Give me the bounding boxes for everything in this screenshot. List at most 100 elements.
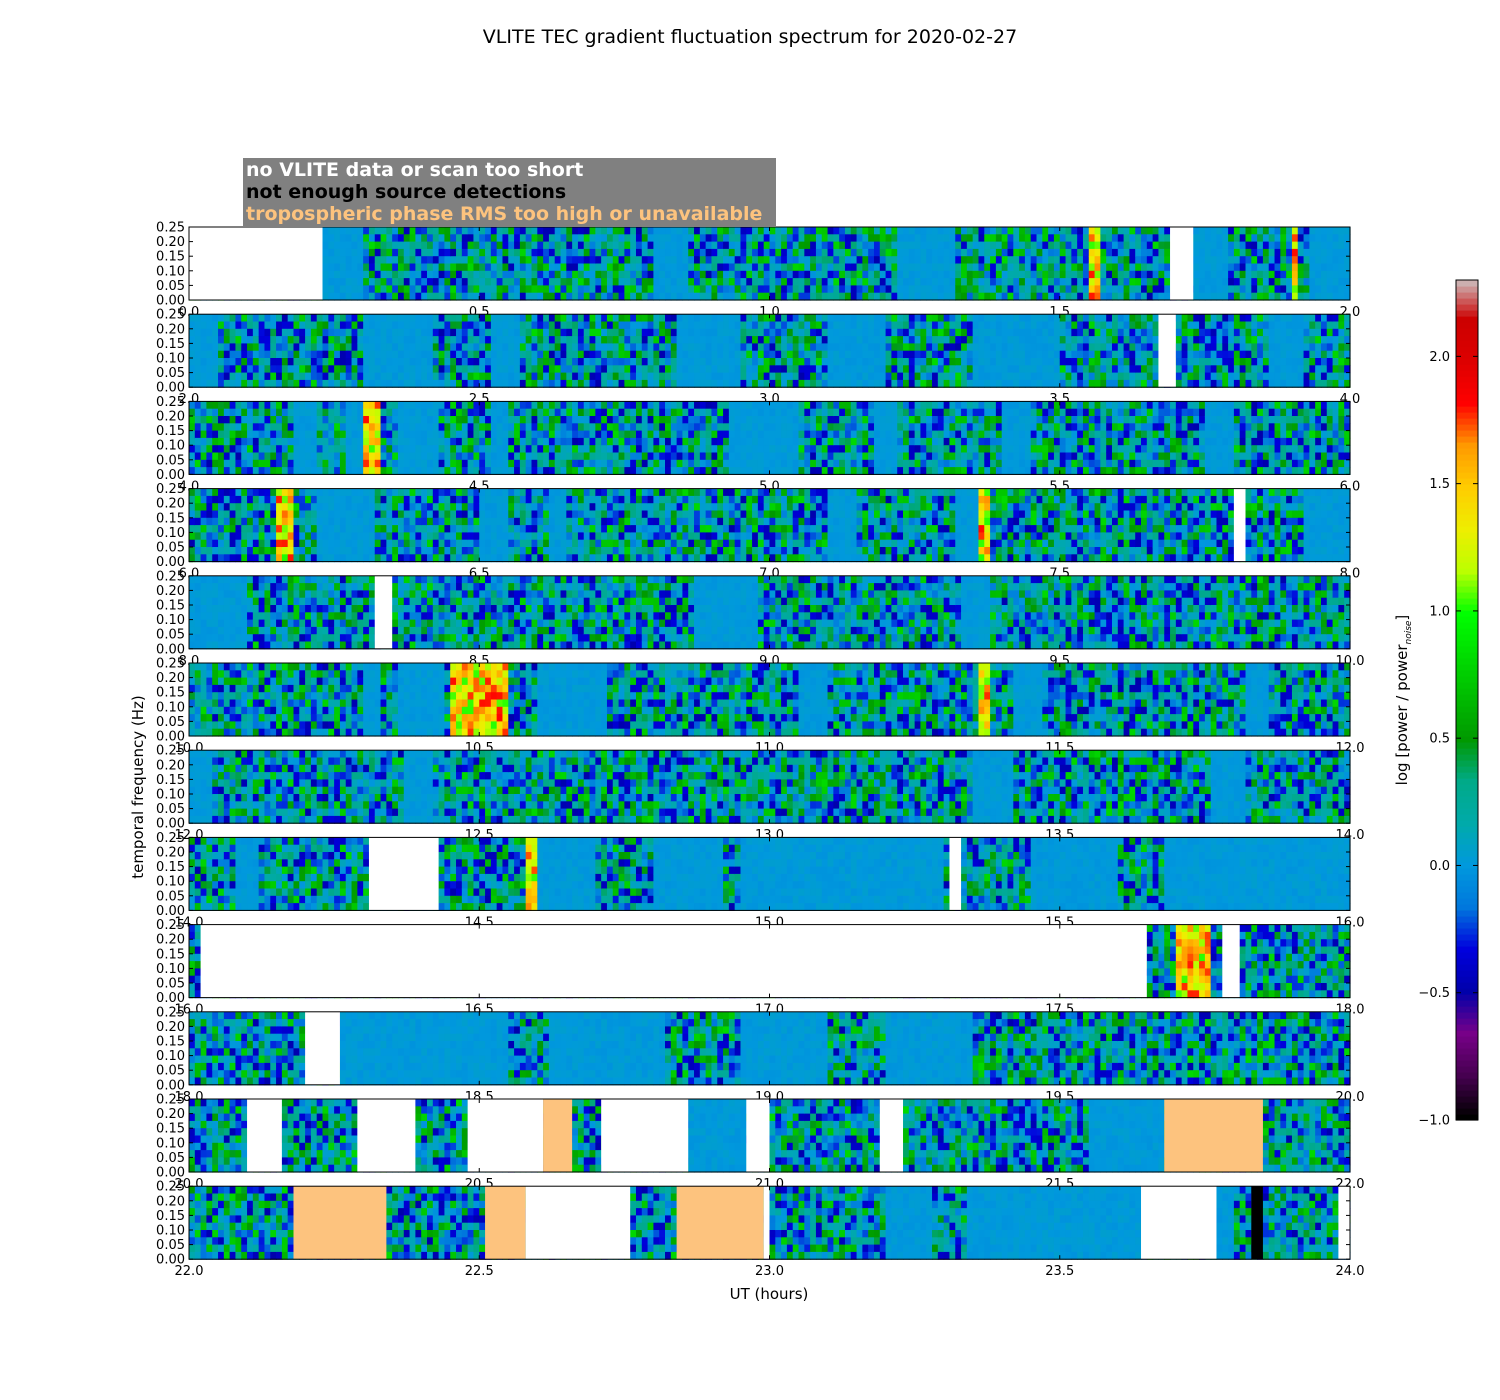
y-tick-label: 0.05 (156, 279, 185, 294)
spectrum-cells (189, 663, 1351, 737)
flag-nodata-block (525, 1186, 631, 1260)
y-tick-label: 0.10 (156, 1136, 185, 1151)
y-tick-label: 0.05 (156, 1151, 185, 1166)
y-tick-label: 0.20 (156, 758, 185, 773)
y-tick-label: 0.00 (156, 381, 185, 396)
y-tick-label: 0.25 (156, 1093, 185, 1108)
y-tick-label: 0.25 (156, 395, 185, 410)
x-axis-label: UT (hours) (730, 1285, 809, 1303)
flag-nodata-block (763, 1186, 770, 1260)
flag-tropo-block (1164, 1099, 1263, 1172)
y-tick-label: 0.05 (156, 628, 185, 643)
flag-nodata-block (247, 1099, 282, 1172)
flag-nodata-block (357, 1099, 416, 1172)
y-tick-label: 0.00 (156, 555, 185, 570)
panel-3: 0.000.050.100.150.200.254.0 4.5 5.0 5.5 6.0 (156, 395, 1360, 495)
panel-12: 0.000.050.100.150.200.25 22.0 22.5 23.0 23.5… (156, 1180, 1364, 1280)
y-tick-label: 0.10 (156, 439, 185, 454)
flag-nodata-block (467, 1099, 544, 1172)
y-tick-label: 0.00 (156, 991, 185, 1006)
y-tick-label: 0.10 (156, 875, 185, 890)
flag-tropo-block (676, 1186, 764, 1260)
y-tick-label: 0.00 (156, 1166, 185, 1181)
x-tick-label: 24.0 (1336, 1264, 1365, 1279)
y-tick-label: 0.20 (156, 846, 185, 861)
colorbar-gradient (1456, 280, 1478, 1121)
x-tick-label: 23.0 (755, 1264, 784, 1279)
y-tick-label: 0.10 (156, 1049, 185, 1064)
y-tick-label: 0.20 (156, 497, 185, 512)
y-tick-label: 0.10 (156, 526, 185, 541)
flag-nodata-block (746, 1099, 770, 1172)
y-tick-label: 0.00 (156, 904, 185, 919)
spectrum-cells (189, 1011, 1351, 1086)
colorbar-tick-label: 1.0 (1429, 604, 1450, 619)
y-tick-label: 0.15 (156, 860, 185, 875)
y-axis-label: temporal frequency (Hz) (129, 695, 147, 879)
y-tick-label: 0.00 (156, 1078, 185, 1093)
flag-nodetect-block (1251, 1186, 1263, 1260)
flag-tropo-block (543, 1099, 573, 1172)
legend-entry: tropospheric phase RMS too high or unava… (246, 203, 762, 225)
flag-nodata-block (879, 1099, 904, 1172)
spectrum-cells (189, 750, 1351, 824)
y-tick-label: 0.05 (156, 453, 185, 468)
flag-nodata-block (305, 1011, 340, 1085)
y-tick-label: 0.05 (156, 1064, 185, 1079)
y-tick-label: 0.00 (156, 468, 185, 483)
spectrum-cells (189, 488, 1351, 563)
y-tick-label: 0.25 (156, 482, 185, 497)
y-tick-label: 0.15 (156, 511, 185, 526)
colorbar-tick-label: −1.0 (1418, 1114, 1450, 1129)
flag-nodata-block (601, 1099, 689, 1172)
y-tick-label: 0.10 (156, 700, 185, 715)
x-tick-label: 22.5 (465, 1264, 494, 1279)
y-tick-label: 0.00 (156, 1253, 185, 1268)
y-tick-label: 0.15 (156, 686, 185, 701)
y-tick-label: 0.10 (156, 962, 185, 977)
panel-group: 0.000.050.100.150.200.250.0 0.5 1.0 1.5 2.00… (156, 221, 1364, 1280)
spectrum-cells (189, 401, 1351, 475)
flag-nodata-block (189, 227, 323, 300)
flag-nodata-block (949, 837, 962, 911)
panel-4: 0.000.050.100.150.200.256.0 6.5 7.0 7.5 8.0 (156, 482, 1360, 581)
flag-tropo-block (293, 1186, 387, 1260)
y-tick-label: 0.15 (156, 337, 185, 352)
y-tick-label: 0.10 (156, 1224, 185, 1239)
y-tick-label: 0.15 (156, 250, 185, 265)
spectrum-cells (189, 837, 1351, 911)
y-tick-label: 0.15 (156, 424, 185, 439)
flag-nodata-block (1158, 314, 1176, 388)
panel-5: 0.000.050.100.150.200.258.0 8.5 9.0 9.5 10.0 (156, 569, 1364, 669)
chart-title: VLITE TEC gradient fluctuation spectrum … (483, 26, 1017, 48)
y-tick-label: 0.15 (156, 947, 185, 962)
colorbar-tick-label: 0.5 (1429, 732, 1450, 747)
y-tick-label: 0.15 (156, 1122, 185, 1137)
y-tick-label: 0.05 (156, 1238, 185, 1253)
flag-tropo-block (485, 1186, 526, 1260)
y-tick-label: 0.25 (156, 657, 185, 672)
colorbar: −1.0 −0.5 0.0 0.5 1.0 1.5 2.0 (1418, 279, 1479, 1129)
spectrum-cells (189, 314, 1351, 388)
y-tick-label: 0.00 (156, 642, 185, 657)
y-tick-label: 0.20 (156, 1194, 185, 1209)
y-tick-label: 0.25 (156, 569, 185, 584)
y-tick-label: 0.15 (156, 1209, 185, 1224)
y-tick-label: 0.20 (156, 235, 185, 250)
y-tick-label: 0.05 (156, 366, 185, 381)
y-tick-label: 0.20 (156, 933, 185, 948)
y-tick-label: 0.15 (156, 773, 185, 788)
y-tick-label: 0.05 (156, 977, 185, 992)
flag-nodata-block (200, 924, 1147, 998)
legend-background (243, 158, 776, 226)
flag-nodata-block (1222, 924, 1240, 998)
colorbar-tick-label: 1.5 (1429, 477, 1450, 492)
y-tick-label: 0.05 (156, 715, 185, 730)
flag-nodata-block (374, 575, 393, 649)
flag-nodata-block (368, 837, 439, 911)
